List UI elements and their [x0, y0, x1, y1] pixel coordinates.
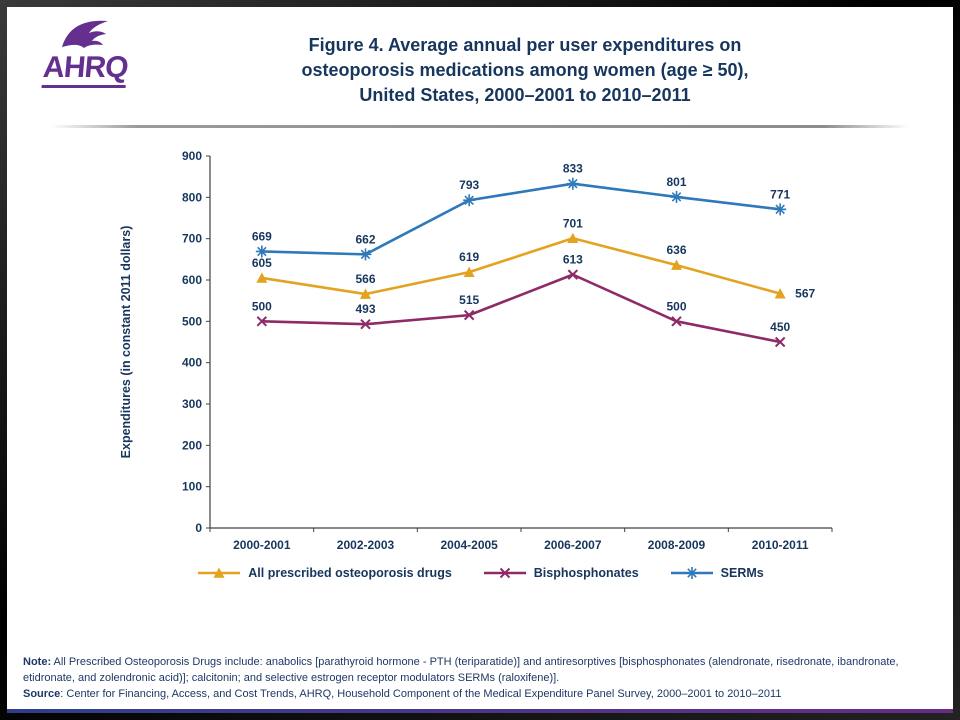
chart-legend: All prescribed osteoporosis drugs Bisphos… [7, 565, 953, 581]
marker-star [685, 566, 698, 579]
marker-star [774, 202, 787, 215]
note-label: Note: [23, 656, 52, 669]
data-label: 619 [459, 250, 479, 264]
data-label: 450 [770, 320, 790, 334]
x-tick-label: 2004-2005 [440, 538, 498, 552]
title-line-1: Figure 4. Average annual per user expend… [308, 35, 742, 55]
y-tick-label: 900 [182, 149, 202, 163]
series-line [261, 272, 781, 343]
x-tick-label: 2010-2011 [752, 538, 809, 552]
title-line-3: United States, 2000–2001 to 2010–2011 [359, 85, 691, 106]
data-label: 493 [355, 302, 375, 316]
data-label: 605 [252, 255, 272, 269]
series-0 [256, 232, 786, 299]
data-label: 793 [459, 178, 479, 192]
marker-triangle [774, 287, 786, 299]
data-label: 500 [666, 299, 686, 313]
footer-notes: Note: All Prescribed Osteoporosis Drugs … [23, 655, 939, 703]
marker-x [567, 268, 579, 280]
data-label: 613 [563, 252, 583, 266]
data-label: 669 [252, 229, 272, 243]
marker-x [463, 309, 475, 320]
data-label: 833 [563, 161, 583, 175]
y-tick-label: 800 [182, 190, 202, 204]
marker-triangle [671, 259, 682, 270]
marker-x [671, 315, 682, 327]
y-tick-label: 500 [182, 314, 202, 328]
data-label: 771 [770, 187, 790, 201]
marker-star [670, 190, 683, 203]
y-tick-label: 700 [182, 231, 202, 245]
data-label: 701 [563, 216, 583, 230]
y-tick-label: 0 [195, 521, 202, 535]
legend-label: All prescribed osteoporosis drugs [248, 565, 452, 580]
marker-star [566, 177, 579, 190]
series-2 [255, 177, 787, 260]
y-tick-label: 200 [182, 438, 202, 452]
legend-label: Bisphosphonates [533, 565, 639, 580]
ahrq-logo: AHRQ [29, 17, 141, 88]
chart-area: 0 100 200 300 400 500 600 700 800 900 2000-2001 200… [7, 140, 953, 581]
axes: 0 100 200 300 400 500 600 700 800 900 2000-2001 200… [119, 149, 833, 552]
y-tick-label: 600 [182, 273, 202, 287]
data-label: 566 [355, 272, 375, 286]
marker-star [255, 245, 268, 258]
legend-swatch [483, 567, 526, 578]
series-line [261, 181, 781, 256]
marker-triangle [213, 567, 225, 578]
marker-x [774, 336, 786, 347]
legend-item-0: All prescribed osteoporosis drugs [196, 565, 452, 581]
marker-triangle [360, 288, 371, 299]
legend-label: SERMs [720, 565, 764, 580]
hhs-eagle-icon [62, 20, 108, 48]
y-tick-label: 400 [182, 355, 202, 369]
marker-x [256, 315, 268, 327]
header-divider [51, 124, 909, 128]
legend-swatch [670, 566, 713, 579]
source-label: Source [23, 688, 61, 701]
series-line [261, 236, 781, 295]
marker-triangle [256, 271, 268, 283]
marker-x [360, 318, 371, 329]
data-label: 515 [459, 293, 479, 307]
data-label: 801 [666, 174, 686, 188]
y-tick-label: 300 [182, 397, 202, 411]
ahrq-wordmark: AHRQ [41, 51, 129, 88]
title-line-2: osteoporosis medications among women (ag… [301, 60, 749, 81]
bottom-accent-bar [7, 709, 953, 713]
legend-item-1: Bisphosphonates [482, 565, 639, 581]
y-axis-title: Expenditures (in constant 2011 dollars) [119, 225, 133, 458]
series-labels-0: 605 566 619 701 636 567 [252, 216, 816, 300]
data-label: 567 [795, 286, 815, 300]
line-chart: 0 100 200 300 400 500 600 700 800 900 2000-2001 200… [119, 149, 833, 552]
note-text: Note: All Prescribed Osteoporosis Drugs … [23, 656, 899, 685]
x-tick-label: 2002-2003 [337, 538, 395, 552]
y-tick-label: 100 [182, 479, 202, 493]
data-label: 636 [666, 243, 686, 257]
marker-triangle [567, 232, 579, 243]
marker-star [463, 193, 476, 206]
series-labels-1: 500 493 515 613 500 450 [252, 252, 791, 333]
series-1 [256, 268, 786, 347]
x-tick-label: 2008-2009 [648, 538, 706, 552]
series-labels-2: 669 662 793 833 801 771 [252, 161, 791, 246]
source-text: Source: Center for Financing, Access, an… [23, 688, 782, 701]
x-tick-label: 2000-2001 [233, 538, 291, 552]
marker-triangle [463, 266, 475, 277]
data-label: 662 [355, 232, 375, 246]
marker-x [499, 567, 510, 578]
x-tick-label: 2006-2007 [544, 538, 602, 552]
data-label: 500 [252, 299, 272, 313]
legend-item-2: SERMs [669, 565, 764, 581]
marker-star [359, 247, 372, 260]
legend-swatch [198, 567, 241, 578]
slide: AHRQ Figure 4. Average annual per user e… [7, 7, 953, 713]
figure-title: Figure 4. Average annual per user expend… [157, 7, 893, 109]
